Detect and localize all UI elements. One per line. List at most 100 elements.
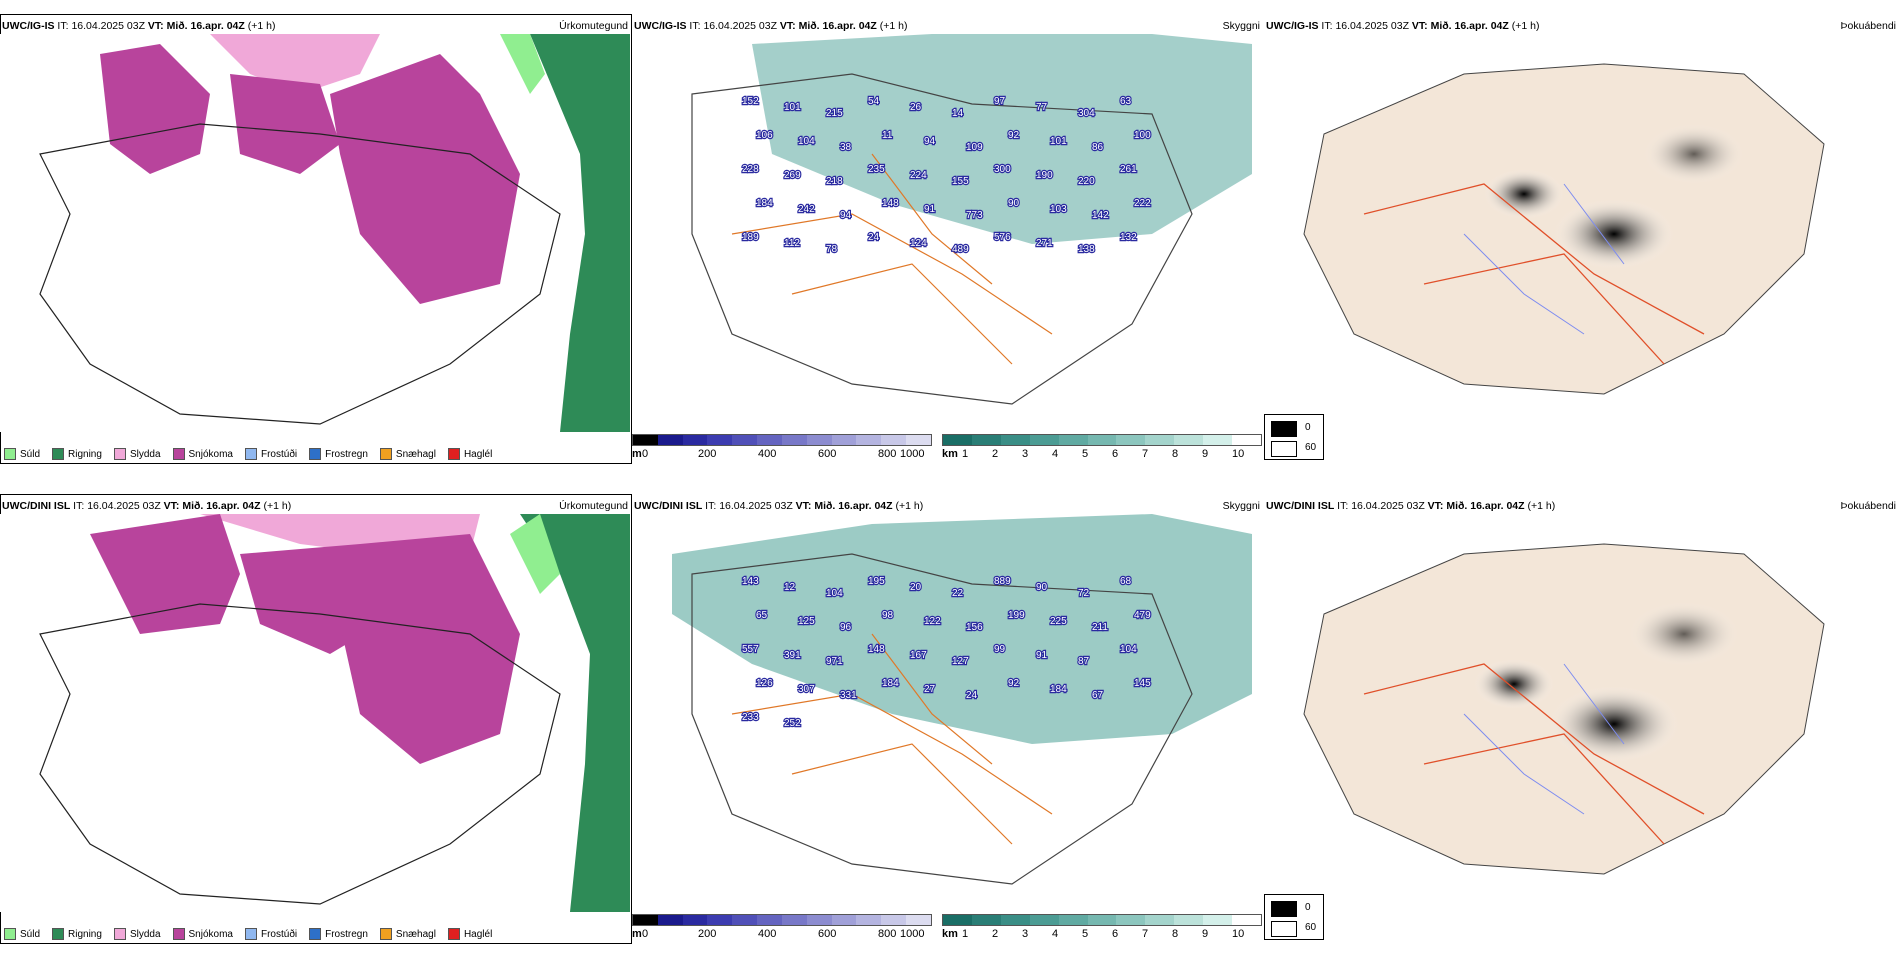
height-bar-segment bbox=[781, 915, 807, 925]
cloud-base-label: 148 bbox=[882, 198, 899, 209]
lead-time: (+1 h) bbox=[263, 500, 292, 512]
legend-label: Slydda bbox=[129, 448, 161, 460]
legend-swatch bbox=[309, 448, 322, 460]
cloud-base-label: 148 bbox=[868, 644, 885, 655]
legend-swatch bbox=[244, 928, 257, 940]
height-tick: 200 bbox=[698, 448, 717, 460]
cloud-base-label: 124 bbox=[910, 238, 927, 249]
cloud-base-label: 184 bbox=[1050, 684, 1067, 695]
cloud-base-label: 189 bbox=[742, 232, 759, 243]
vis-tick: 7 bbox=[1142, 448, 1149, 460]
cloud-base-label: 228 bbox=[742, 164, 759, 175]
cloud-base-label: 38 bbox=[840, 142, 852, 153]
cloud-base-label: 104 bbox=[798, 136, 815, 147]
height-tick: 400 bbox=[758, 448, 777, 460]
it-value: 16.04.2025 03Z bbox=[71, 20, 145, 32]
height-tick: 600 bbox=[818, 448, 837, 460]
cloud-base-label: 91 bbox=[924, 204, 936, 215]
legend-swatch bbox=[113, 928, 126, 940]
it-label: IT: bbox=[1337, 500, 1349, 512]
it-label: IT: bbox=[1321, 20, 1333, 32]
cloud-base-label: 12 bbox=[784, 582, 796, 593]
vis-tick: 10 bbox=[1232, 928, 1245, 940]
panel-title: Skyggni bbox=[1222, 500, 1260, 512]
vis-tick: 4 bbox=[1052, 928, 1059, 940]
vis-tick: 1 bbox=[962, 448, 969, 460]
iceland-coastline bbox=[39, 123, 561, 425]
it-value: 16.04.2025 03Z bbox=[1335, 20, 1409, 32]
vis-tick: 9 bbox=[1202, 928, 1209, 940]
cloud-base-label: 11 bbox=[882, 130, 893, 141]
height-bar-segment bbox=[732, 915, 758, 925]
snow-area bbox=[330, 54, 520, 304]
cloud-base-label: 94 bbox=[840, 210, 852, 221]
height-bar-segment bbox=[906, 915, 931, 925]
visibility-bar-segment bbox=[1145, 435, 1175, 445]
visibility-bar bbox=[942, 434, 1262, 446]
cloud-base-label: 489 bbox=[952, 244, 969, 255]
legend-swatch bbox=[113, 448, 126, 460]
legend-label: Súld bbox=[20, 448, 41, 460]
legend-label: Haglél bbox=[463, 928, 493, 940]
height-bar-segment bbox=[682, 435, 708, 445]
visibility-bar-segment bbox=[1000, 915, 1030, 925]
legend-label: Haglél bbox=[463, 448, 493, 460]
legend-item: Snæhagl bbox=[379, 928, 436, 940]
vis-tick: 5 bbox=[1082, 448, 1089, 460]
legend-label: Frostúði bbox=[260, 448, 298, 460]
fog-patch bbox=[1629, 602, 1739, 666]
legend-item: Rigning bbox=[52, 448, 102, 460]
cloud-base-label: 211 bbox=[1092, 622, 1108, 633]
height-bar-segment bbox=[781, 435, 807, 445]
visibility-bar-segment bbox=[1174, 915, 1204, 925]
road-network bbox=[731, 153, 1053, 365]
cloud-base-label: 224 bbox=[910, 170, 927, 181]
visibility-bar-segment bbox=[1029, 915, 1059, 925]
panel-title: Úrkomutegund bbox=[559, 500, 628, 512]
fog-legend-label: 60 bbox=[1305, 442, 1317, 453]
legend-label: Snæhagl bbox=[395, 928, 436, 940]
legend-item: Snjókoma bbox=[172, 928, 233, 940]
cloud-base-label: 112 bbox=[784, 238, 800, 249]
panel-header: UWC/DINI ISL IT: 16.04.2025 03Z VT: Mið.… bbox=[2, 500, 291, 512]
fog-map bbox=[1264, 514, 1900, 912]
height-bar-segment bbox=[657, 435, 683, 445]
visibility-bar-segment bbox=[1232, 435, 1261, 445]
fog-legend-swatch bbox=[1271, 921, 1297, 937]
snow-area bbox=[230, 74, 340, 174]
vt-label: VT: bbox=[163, 500, 180, 512]
visibility-bar-segment bbox=[943, 915, 972, 925]
legend-swatch bbox=[244, 448, 257, 460]
height-bar-segment bbox=[633, 915, 658, 925]
vt-value: Mið. 16.apr. 04Z bbox=[166, 20, 245, 32]
model-name: UWC/IG-IS bbox=[1266, 20, 1319, 32]
height-tick: 1000 bbox=[900, 448, 925, 460]
cloud-base-label: 104 bbox=[1120, 644, 1137, 655]
cloud-base-label: 99 bbox=[994, 644, 1006, 655]
drizzle-area bbox=[500, 34, 545, 94]
legend-label: Snæhagl bbox=[395, 448, 436, 460]
visibility-unit: km bbox=[942, 448, 958, 460]
visibility-bar-segment bbox=[1087, 915, 1117, 925]
cloud-base-label: 773 bbox=[966, 210, 983, 221]
cloud-base-label: 220 bbox=[1078, 176, 1095, 187]
visibility-colorbar: km 1 2 3 4 5 6 7 8 9 10 bbox=[942, 434, 1262, 464]
vis-tick: 2 bbox=[992, 448, 999, 460]
it-value: 16.04.2025 03Z bbox=[703, 20, 777, 32]
cloud-base-label: 67 bbox=[1092, 690, 1104, 701]
cloud-base-label: 300 bbox=[994, 164, 1011, 175]
cloud-base-label: 106 bbox=[756, 130, 773, 141]
cloud-base-label: 199 bbox=[1008, 610, 1025, 621]
cloud-base-label: 576 bbox=[994, 232, 1011, 243]
iceland-coastline bbox=[691, 73, 1193, 405]
lead-time: (+1 h) bbox=[879, 20, 908, 32]
cloud-base-label: 63 bbox=[1120, 96, 1132, 107]
cloud-base-label: 138 bbox=[1078, 244, 1095, 255]
cloud-base-label: 77 bbox=[1036, 102, 1048, 113]
snow-area bbox=[100, 44, 210, 174]
visibility-bar-segment bbox=[1087, 435, 1117, 445]
legend-swatch bbox=[52, 928, 65, 940]
vt-label: VT: bbox=[779, 20, 796, 32]
legend-item: Haglél bbox=[447, 448, 493, 460]
height-tick: 800 bbox=[878, 928, 897, 940]
